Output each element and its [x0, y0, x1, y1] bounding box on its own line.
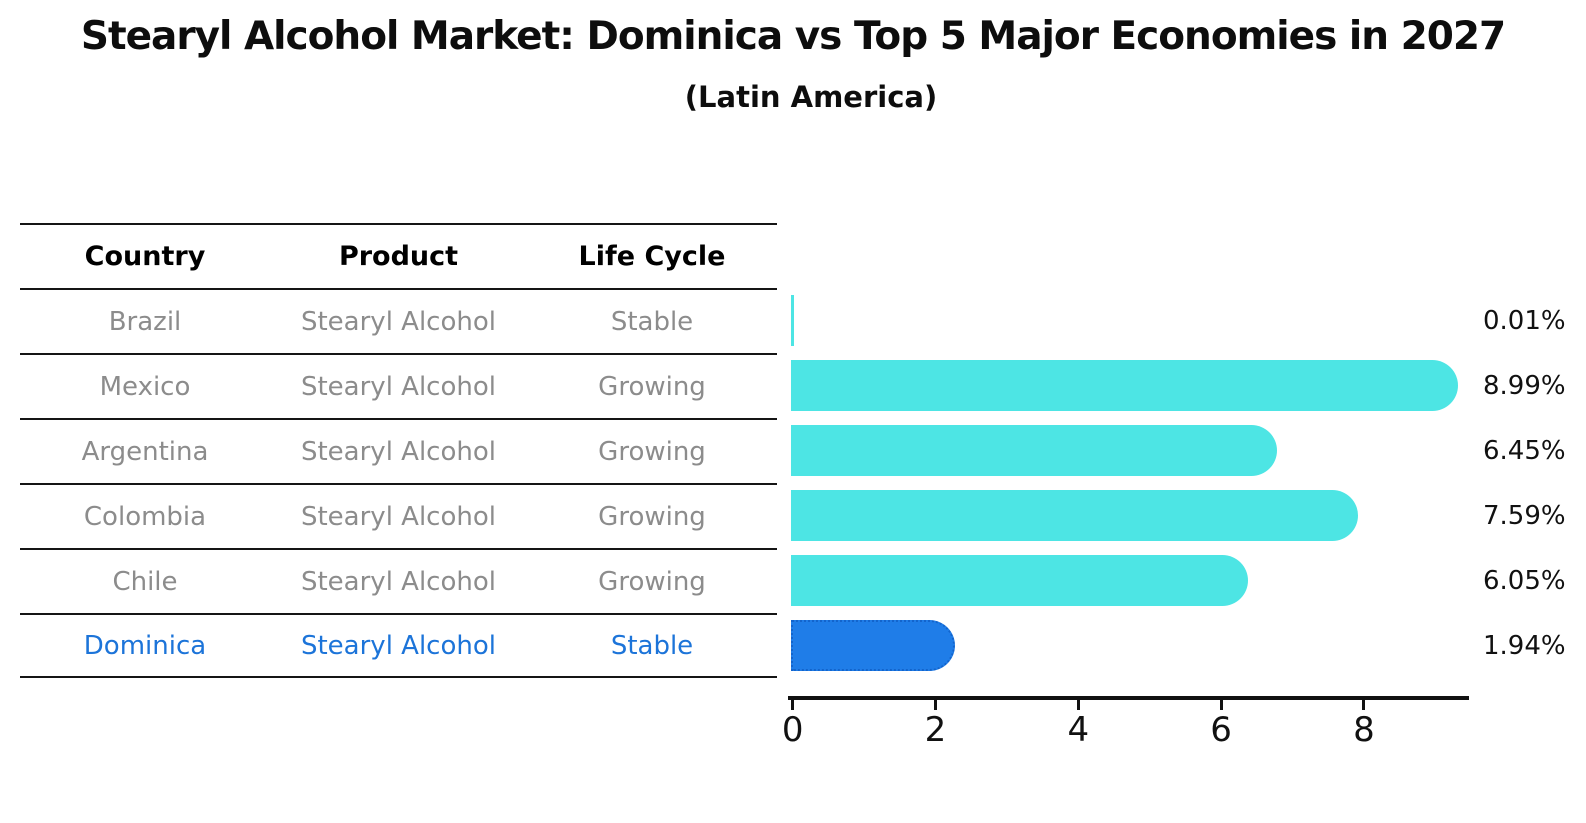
table-cell-product: Stearyl Alcohol: [300, 566, 496, 597]
x-axis-tick: [1219, 699, 1223, 710]
table-cell-product: Stearyl Alcohol: [300, 501, 496, 532]
table-row: Brazil Stearyl Alcohol Stable: [20, 288, 777, 353]
table-cell-life-cycle: Stable: [610, 306, 694, 337]
x-axis-tick: [1362, 699, 1366, 710]
bar-value-label: 8.99%: [1483, 370, 1566, 401]
table-cell-product: Stearyl Alcohol: [300, 371, 496, 402]
country-table: Country Product Life Cycle Brazil Stearyl Al…: [20, 223, 777, 678]
table-cell-country: Argentina: [81, 436, 209, 467]
bar-dominica: [791, 620, 955, 671]
table-cell-life-cycle: Growing: [598, 501, 706, 532]
bar-colombia: [791, 490, 1358, 541]
table-cell-country: Mexico: [99, 371, 191, 402]
x-axis-tick-label: 4: [1067, 710, 1090, 750]
bar-value-label: 0.01%: [1483, 305, 1566, 336]
table-cell-life-cycle: Stable: [610, 630, 694, 661]
table-header-row: Country Product Life Cycle: [20, 223, 777, 288]
table-cell-life-cycle: Growing: [598, 566, 706, 597]
table-row: Chile Stearyl Alcohol Growing: [20, 548, 777, 613]
bar-value-label: 6.45%: [1483, 435, 1566, 466]
table-row: Dominica Stearyl Alcohol Stable: [20, 613, 777, 678]
table-cell-country: Chile: [112, 566, 178, 597]
table-row: Colombia Stearyl Alcohol Growing: [20, 483, 777, 548]
x-axis-tick-label: 6: [1210, 710, 1232, 750]
column-header: Life Cycle: [578, 241, 726, 272]
x-axis-tick: [1076, 699, 1080, 710]
table-cell-country: Colombia: [83, 501, 207, 532]
bar-value-label: 6.05%: [1483, 565, 1566, 596]
table-row: Mexico Stearyl Alcohol Growing: [20, 353, 777, 418]
chart-subtitle: (Latin America): [684, 80, 938, 114]
column-header: Product: [338, 241, 459, 272]
bar-argentina: [791, 425, 1277, 476]
table-cell-product: Stearyl Alcohol: [300, 630, 496, 661]
table-cell-life-cycle: Growing: [598, 371, 706, 402]
table-cell-country: Dominica: [83, 630, 207, 661]
bar-value-label: 1.94%: [1483, 630, 1566, 661]
column-header: Country: [84, 241, 206, 272]
table-cell-product: Stearyl Alcohol: [300, 436, 496, 467]
table-row: Argentina Stearyl Alcohol Growing: [20, 418, 777, 483]
x-axis-line: [788, 696, 1469, 700]
x-axis-tick-label: 8: [1353, 710, 1375, 750]
x-axis-tick-label: 2: [924, 710, 947, 750]
bar-chile: [791, 555, 1248, 606]
table-cell-product: Stearyl Alcohol: [300, 306, 496, 337]
x-axis-tick: [791, 699, 795, 710]
chart-title: Stearyl Alcohol Market: Dominica vs Top …: [80, 14, 1506, 59]
x-axis-tick: [934, 699, 937, 710]
table-cell-life-cycle: Growing: [598, 436, 706, 467]
bar-brazil: [791, 295, 794, 346]
table-cell-country: Brazil: [108, 306, 182, 337]
bar-mexico: [791, 360, 1458, 411]
x-axis-tick-label: 0: [781, 710, 804, 750]
bar-value-label: 7.59%: [1483, 500, 1566, 531]
